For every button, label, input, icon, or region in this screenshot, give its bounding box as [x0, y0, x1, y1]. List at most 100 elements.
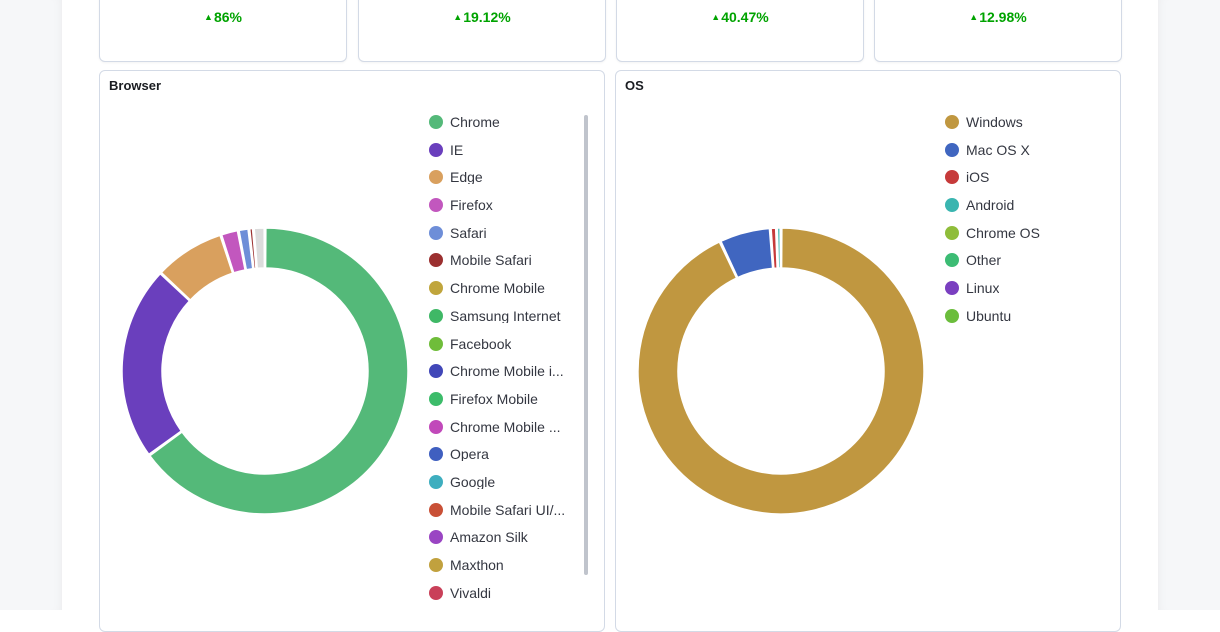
legend-label: Other — [966, 253, 1002, 268]
legend-item-samsung-internet[interactable]: Samsung Internet — [429, 308, 569, 337]
legend-label: Mobile Safari UI/... — [450, 502, 566, 517]
legend-item-maxthon[interactable]: Maxthon — [429, 558, 569, 586]
legend-item-other[interactable]: Other — [945, 253, 1095, 281]
legend-swatch-icon — [945, 170, 959, 185]
up-arrow-icon: ▲ — [969, 12, 979, 22]
legend-scrollbar[interactable] — [584, 115, 588, 575]
legend-item-firefox-mobile[interactable]: Firefox Mobile — [429, 391, 569, 420]
legend-item-vivaldi[interactable]: Vivaldi — [429, 585, 569, 614]
slice-windows[interactable] — [637, 227, 925, 515]
legend-item-ios[interactable]: iOS — [945, 170, 1095, 198]
slice-mobile-safari[interactable] — [248, 227, 257, 270]
os-legend: Windows Mac OS X iOS Android Chrome OS Other L… — [945, 115, 1095, 337]
legend-swatch-icon — [945, 308, 959, 323]
slice-chrome[interactable] — [148, 227, 409, 515]
legend-item-opera[interactable]: Opera — [429, 447, 569, 475]
legend-label: Safari — [450, 225, 487, 240]
dashboard-canvas: • y • ▲86% • y • ▲19.12% • y • ▲40.47% •… — [62, 0, 1158, 632]
legend-item-ie[interactable]: IE — [429, 142, 569, 171]
legend-swatch-icon — [429, 364, 443, 379]
up-arrow-icon: ▲ — [711, 12, 721, 22]
legend-label: Windows — [966, 115, 1023, 129]
slice-mac-os-x[interactable] — [719, 227, 774, 279]
legend-swatch-icon — [429, 530, 443, 545]
legend-swatch-icon — [429, 281, 443, 296]
metric-delta: ▲86% — [100, 9, 346, 25]
slice-ios[interactable] — [770, 227, 778, 270]
legend-swatch-icon — [429, 558, 443, 572]
legend-swatch-icon — [945, 115, 959, 129]
metric-delta-value: 19.12% — [463, 9, 511, 25]
metric-card-2[interactable]: • y • ▲19.12% — [358, 0, 606, 62]
slice-android[interactable] — [776, 227, 782, 269]
legend-swatch-icon — [429, 198, 443, 213]
os-panel[interactable]: OS Windows Mac OS X iOS Android Chrome OS Oth… — [615, 70, 1121, 632]
legend-swatch-icon — [429, 502, 443, 517]
page-gutter-left — [0, 0, 62, 610]
legend-label: Edge — [450, 170, 483, 185]
legend-label: Chrome Mobile ... — [450, 419, 561, 434]
legend-label: Firefox Mobile — [450, 391, 538, 406]
legend-swatch-icon — [429, 474, 443, 489]
page-gutter-right — [1158, 0, 1220, 610]
legend-item-amazon-silk[interactable]: Amazon Silk — [429, 530, 569, 558]
metric-delta-value: 86% — [213, 9, 242, 25]
up-arrow-icon: ▲ — [204, 12, 213, 22]
metric-card-1[interactable]: • y • ▲86% — [99, 0, 347, 62]
legend-swatch-icon — [429, 225, 443, 240]
slice-ie[interactable] — [121, 272, 191, 456]
legend-label: Android — [966, 198, 1015, 213]
legend-item-chrome[interactable]: Chrome — [429, 115, 569, 143]
metric-card-4[interactable]: • y • ▲12.98% — [874, 0, 1122, 62]
up-arrow-icon: ▲ — [453, 12, 463, 22]
slice-firefox[interactable] — [220, 229, 246, 274]
legend-item-android[interactable]: Android — [945, 198, 1095, 226]
os-donut-chart[interactable] — [631, 221, 931, 521]
legend-item-chrome-os[interactable]: Chrome OS — [945, 225, 1095, 254]
metric-delta: ▲40.47% — [617, 9, 863, 25]
legend-swatch-icon — [429, 447, 443, 462]
slice-safari[interactable] — [238, 228, 254, 271]
browser-donut-chart[interactable] — [115, 221, 415, 521]
legend-label: iOS — [966, 170, 990, 185]
legend-label: Linux — [966, 281, 1000, 296]
panel-title: Browser — [109, 78, 162, 93]
legend-item-windows[interactable]: Windows — [945, 115, 1095, 143]
legend-item-chrome-mobile[interactable]: Chrome Mobile — [429, 281, 569, 309]
legend-swatch-icon — [429, 391, 443, 406]
legend-item-linux[interactable]: Linux — [945, 281, 1095, 309]
browser-legend: Chrome IE Edge Firefox Safari Mobile Safari Ch… — [429, 115, 569, 613]
legend-item-chrome-mobile[interactable]: Chrome Mobile ... — [429, 419, 569, 448]
legend-item-mac-os-x[interactable]: Mac OS X — [945, 142, 1095, 171]
legend-swatch-icon — [429, 170, 443, 185]
legend-label: Mac OS X — [966, 142, 1030, 157]
legend-item-mobile-safari-ui[interactable]: Mobile Safari UI/... — [429, 502, 569, 531]
panel-title: OS — [625, 78, 644, 93]
legend-label: Ubuntu — [966, 308, 1012, 323]
metric-delta-value: 12.98% — [979, 9, 1027, 25]
legend-item-firefox[interactable]: Firefox — [429, 198, 569, 226]
legend-swatch-icon — [429, 419, 443, 434]
legend-item-safari[interactable]: Safari — [429, 225, 569, 254]
legend-label: Chrome Mobile i... — [450, 364, 564, 379]
legend-item-mobile-safari[interactable]: Mobile Safari — [429, 253, 569, 281]
metric-delta: ▲19.12% — [359, 9, 605, 25]
legend-label: Maxthon — [450, 558, 504, 572]
legend-item-google[interactable]: Google — [429, 474, 569, 503]
legend-label: Chrome Mobile — [450, 281, 545, 296]
legend-swatch-icon — [945, 225, 959, 240]
legend-swatch-icon — [429, 308, 443, 323]
metric-delta: ▲12.98% — [875, 9, 1121, 25]
legend-label: Opera — [450, 447, 489, 462]
legend-label: Chrome — [450, 115, 500, 129]
legend-item-edge[interactable]: Edge — [429, 170, 569, 198]
legend-item-chrome-mobile-i[interactable]: Chrome Mobile i... — [429, 364, 569, 392]
browser-panel[interactable]: Browser Chrome IE Edge Firefox Safari Mobile … — [99, 70, 605, 632]
metric-card-3[interactable]: • y • ▲40.47% — [616, 0, 864, 62]
legend-swatch-icon — [429, 585, 443, 600]
legend-swatch-icon — [429, 142, 443, 157]
legend-item-facebook[interactable]: Facebook — [429, 336, 569, 365]
legend-item-ubuntu[interactable]: Ubuntu — [945, 308, 1095, 337]
slice-other[interactable] — [253, 227, 266, 270]
slice-edge[interactable] — [160, 234, 234, 302]
